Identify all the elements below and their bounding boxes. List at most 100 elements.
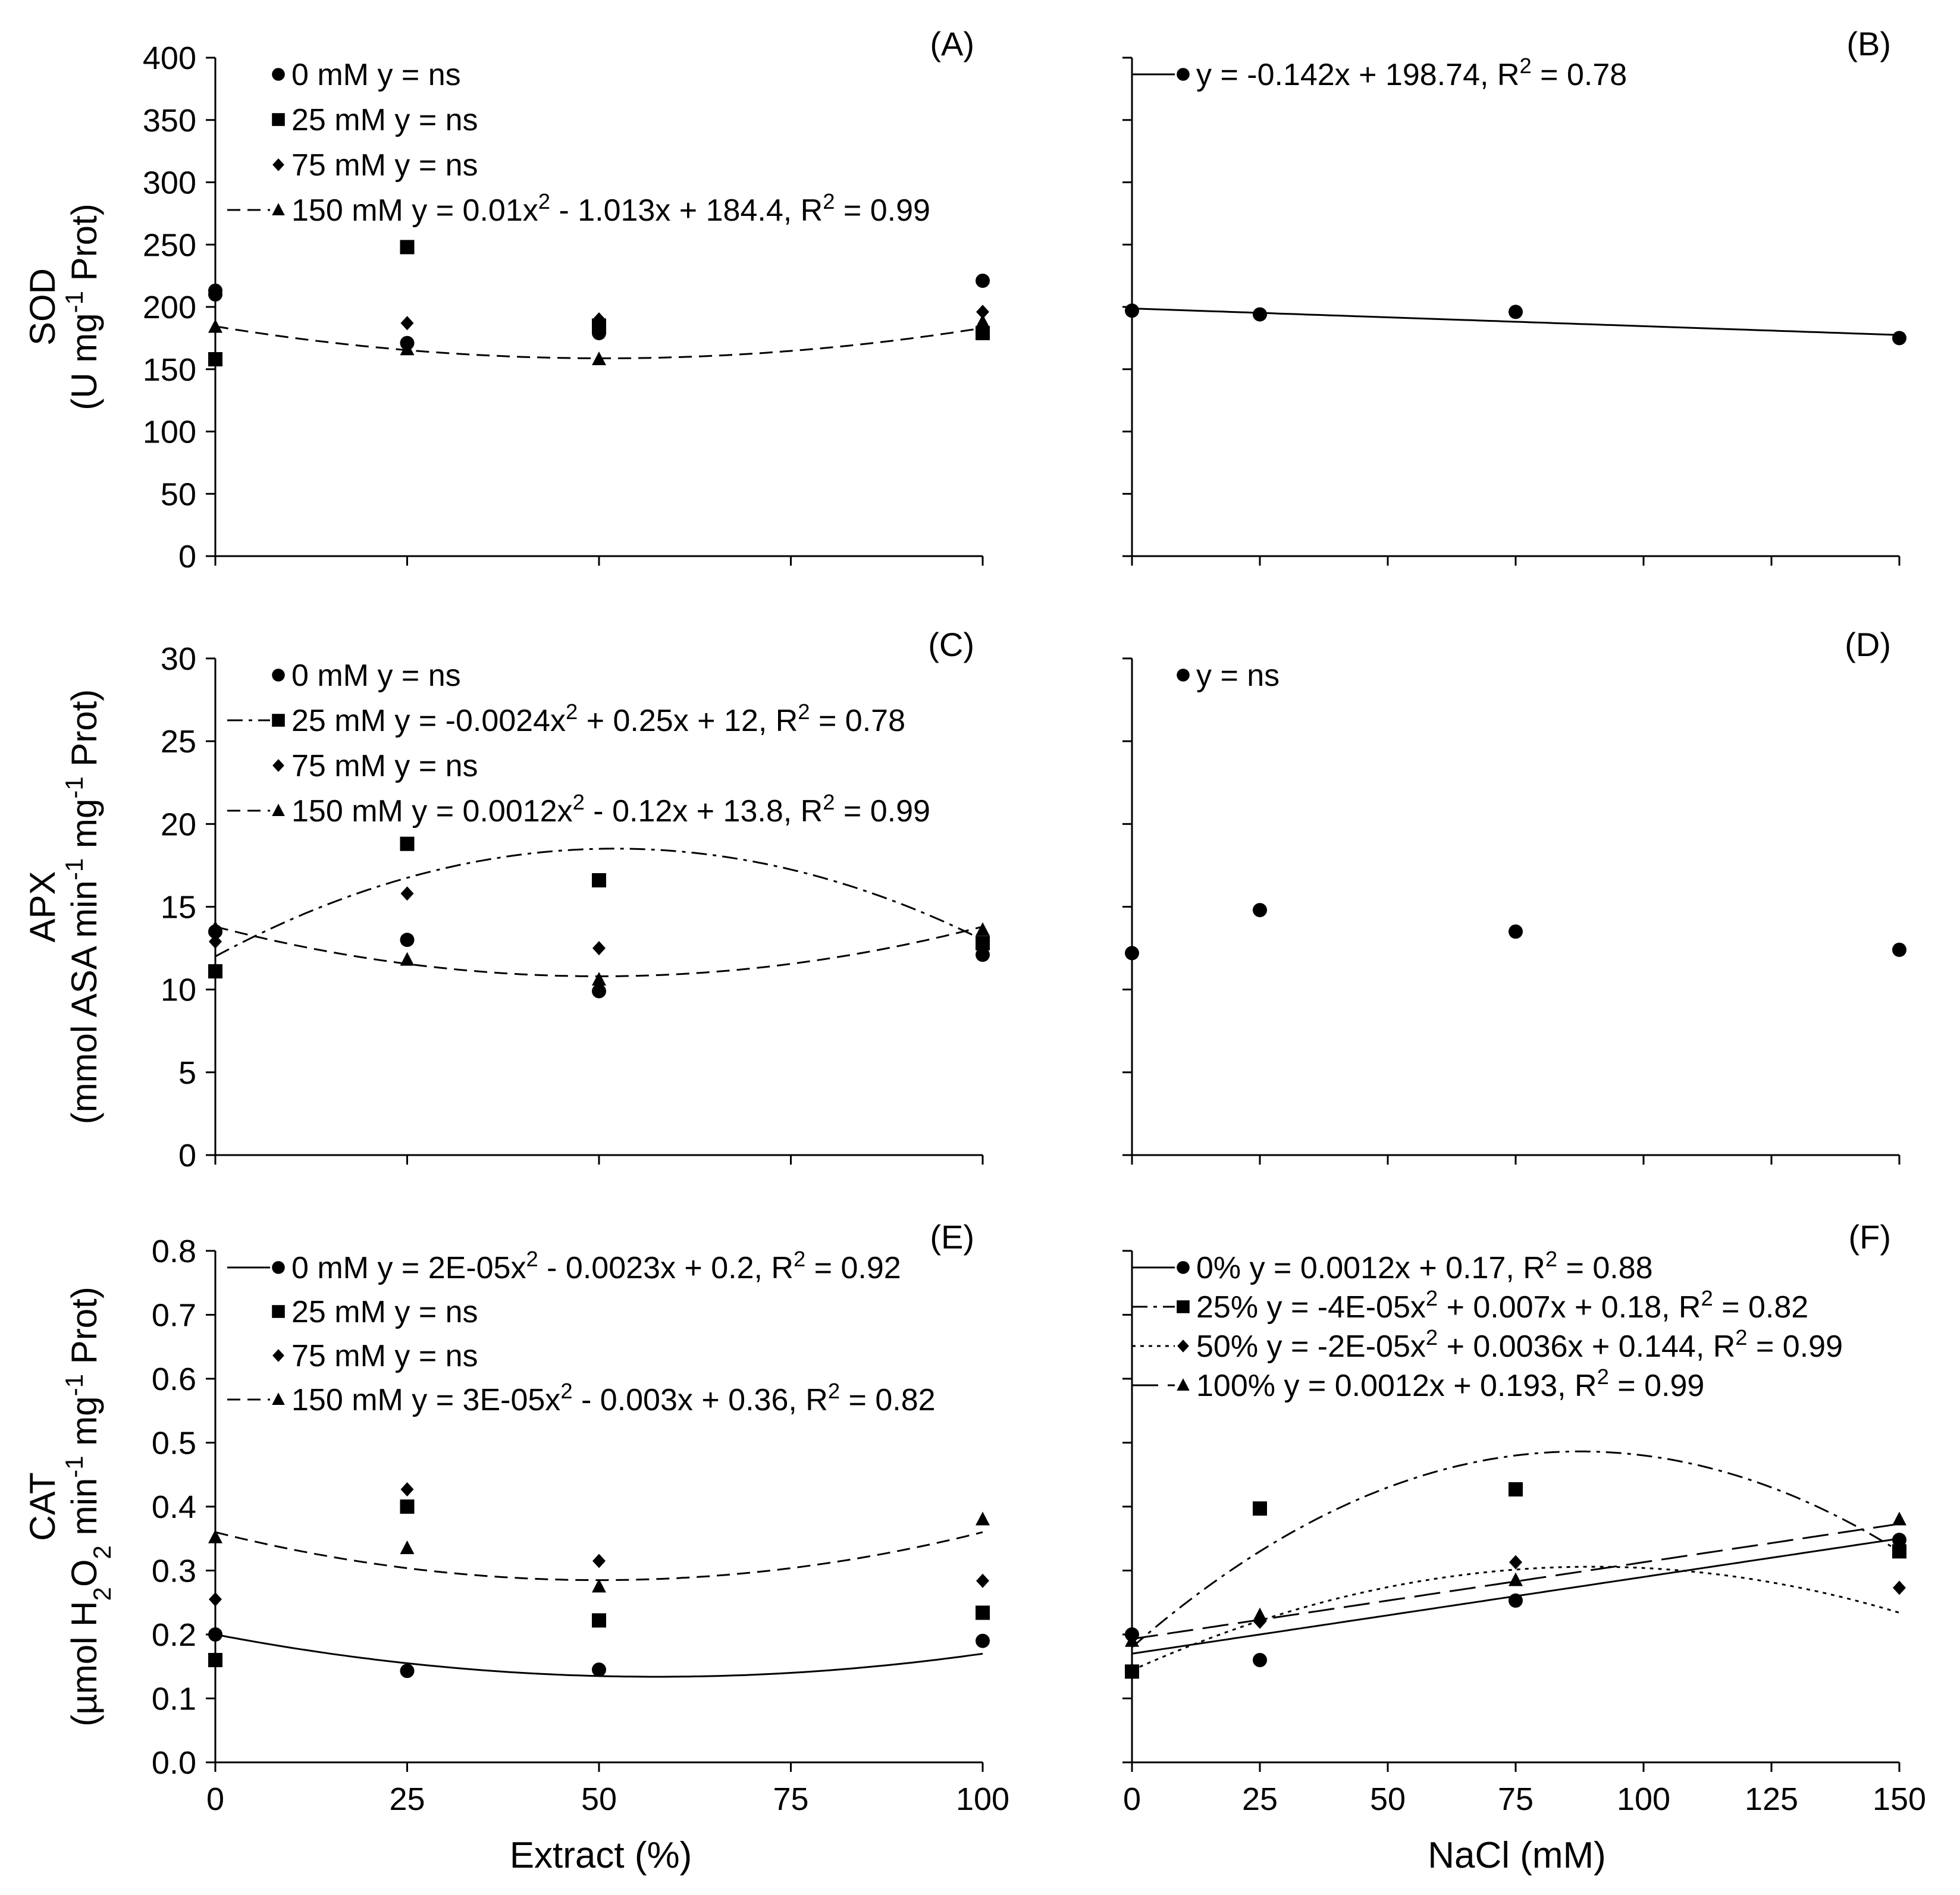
data-point xyxy=(976,941,989,956)
legend-text: 150 mM y = 0.0012x2 - 0.12x + 13.8, R2 =… xyxy=(291,790,930,829)
panel-E: 0.0 0.1 0.2 0.3 0.4 0.5 0.6 0.7 0.8 0 25 50 75 100 (E)… xyxy=(23,1218,1009,1817)
data-point xyxy=(592,873,606,887)
y-tick-label: 15 xyxy=(161,890,196,925)
data-point xyxy=(1509,924,1523,939)
legend-entry: 150 mM y = 3E-05x2 - 0.003x + 0.36, R2 =… xyxy=(227,1379,936,1417)
y-tick-label: 0 xyxy=(178,539,196,575)
data-point xyxy=(976,1605,990,1620)
data-point xyxy=(976,314,990,328)
data-point xyxy=(208,1529,222,1543)
y-tick-label: 25 xyxy=(161,724,196,760)
data-point xyxy=(976,1511,990,1526)
panel-label: (A) xyxy=(930,25,974,62)
legend-text: 0 mM y = ns xyxy=(291,58,461,92)
legend-marker xyxy=(272,1305,285,1318)
data-point xyxy=(400,952,415,966)
panel-F: 0 25 50 75 100 125 150 (F) 0% y = 0.0012x + 0.17… xyxy=(1122,1218,1926,1817)
data-point xyxy=(976,922,990,936)
x-axis-title-right: NaCl (mM) xyxy=(1428,1835,1606,1876)
legend-marker xyxy=(1177,68,1190,81)
x-tick-label: 100 xyxy=(1617,1781,1670,1817)
y-tick-label: 20 xyxy=(161,807,196,842)
legend-text: 150 mM y = 0.01x2 - 1.013x + 184.4, R2 =… xyxy=(291,189,930,228)
legend-marker xyxy=(1177,1261,1190,1274)
legend-text: 75 mM y = ns xyxy=(291,749,478,783)
data-point xyxy=(1509,1593,1523,1608)
data-point xyxy=(208,1653,222,1667)
legend-entry: 150 mM y = 0.0012x2 - 0.12x + 13.8, R2 =… xyxy=(227,790,930,829)
y-tick-label: 0.0 xyxy=(152,1745,196,1781)
data-point xyxy=(1253,307,1267,322)
data-point xyxy=(208,964,222,979)
legend-text: 75 mM y = ns xyxy=(291,1339,478,1373)
fit-line-25 xyxy=(1131,1450,1900,1648)
y-axis-unit: (mmol ASA min-1 mg-1 Prot) xyxy=(60,689,105,1125)
data-point xyxy=(209,934,222,949)
y-tick-label: 300 xyxy=(143,165,196,201)
panel-label: (F) xyxy=(1848,1218,1891,1256)
legend-entry: 0 mM y = ns xyxy=(272,58,461,92)
legend-marker xyxy=(272,1392,285,1405)
x-tick-label: 50 xyxy=(1370,1781,1406,1817)
data-point xyxy=(1125,303,1139,318)
y-tick-label: 30 xyxy=(161,641,196,677)
x-tick-label: 25 xyxy=(389,1781,425,1817)
legend-entry: 0 mM y = ns xyxy=(272,658,461,693)
y-axis-unit: (U mg-1 Prot) xyxy=(60,203,105,410)
data-point xyxy=(1892,331,1906,346)
y-tick-label: 0.8 xyxy=(152,1234,196,1269)
legend-marker xyxy=(272,714,285,727)
data-point xyxy=(209,1592,222,1607)
y-tick-label: 5 xyxy=(178,1055,196,1091)
legend-marker xyxy=(272,1349,284,1362)
legend-marker xyxy=(1177,1300,1190,1313)
data-point xyxy=(1253,1501,1267,1516)
data-point xyxy=(592,1579,606,1593)
legend-marker xyxy=(272,158,284,171)
legend-entry: 75 mM y = ns xyxy=(272,148,478,183)
legend-text: 0 mM y = 2E-05x2 - 0.0023x + 0.2, R2 = 0… xyxy=(291,1247,901,1286)
legend-text: 25% y = -4E-05x2 + 0.007x + 0.18, R2 = 0… xyxy=(1196,1286,1808,1325)
legend-marker xyxy=(272,804,285,816)
x-tick-label: 150 xyxy=(1873,1781,1926,1817)
legend-entry: 150 mM y = 0.01x2 - 1.013x + 184.4, R2 =… xyxy=(227,189,930,228)
x-tick-label: 100 xyxy=(956,1781,1009,1817)
data-point xyxy=(592,312,606,327)
panel-label: (C) xyxy=(928,626,974,663)
legend-entry: 75 mM y = ns xyxy=(272,749,478,783)
data-point xyxy=(1253,1653,1267,1667)
legend-marker xyxy=(1177,1378,1190,1391)
data-point xyxy=(208,352,222,366)
data-point xyxy=(592,1613,606,1628)
x-tick-label: 75 xyxy=(1498,1781,1533,1817)
y-tick-label: 0.5 xyxy=(152,1426,196,1461)
panel-C: 0 5 10 15 20 25 30 (C) APX (mmol ASA min-1 mg-1 P… xyxy=(23,626,990,1174)
legend-entry: y = ns xyxy=(1177,658,1280,693)
legend-entry: 75 mM y = ns xyxy=(272,1339,478,1373)
panel-label: (D) xyxy=(1845,626,1891,663)
data-point xyxy=(592,984,606,999)
legend-marker xyxy=(272,759,284,772)
data-point xyxy=(1125,946,1139,961)
data-point xyxy=(208,319,222,333)
x-axis-title-left: Extract (%) xyxy=(510,1835,692,1876)
data-point xyxy=(208,1627,222,1642)
y-tick-label: 400 xyxy=(143,40,196,76)
legend-text: 25 mM y = -0.0024x2 + 0.25x + 12, R2 = 0… xyxy=(291,699,905,739)
data-point xyxy=(400,341,415,356)
y-tick-label: 0.6 xyxy=(152,1361,196,1397)
legend-marker xyxy=(272,113,285,126)
legend-entry: 25 mM y = ns xyxy=(272,103,478,137)
panel-D: (D) y = ns xyxy=(1122,626,1906,1165)
data-point xyxy=(1892,1544,1906,1559)
data-point xyxy=(1509,305,1523,319)
data-point xyxy=(208,920,222,934)
legend-marker xyxy=(1177,1339,1189,1353)
data-point xyxy=(400,836,415,851)
legend-text: 25 mM y = ns xyxy=(291,1295,478,1329)
legend-marker xyxy=(272,203,285,215)
data-point xyxy=(400,933,415,948)
legend-text: 100% y = 0.0012x + 0.193, R2 = 0.99 xyxy=(1196,1364,1704,1404)
legend-entry: 25% y = -4E-05x2 + 0.007x + 0.18, R2 = 0… xyxy=(1132,1286,1808,1325)
